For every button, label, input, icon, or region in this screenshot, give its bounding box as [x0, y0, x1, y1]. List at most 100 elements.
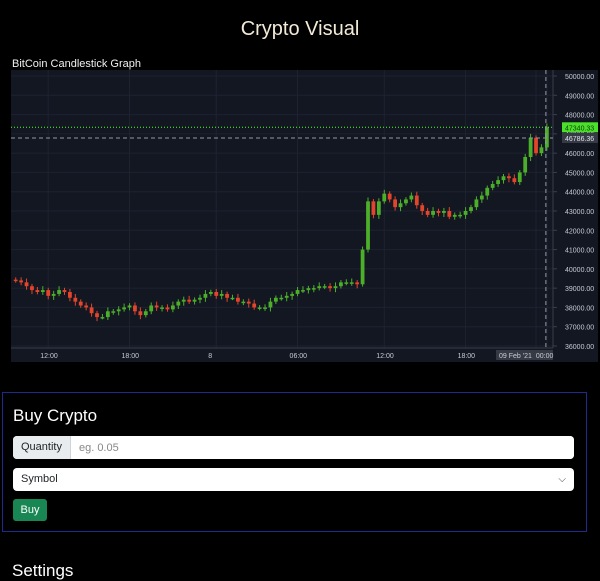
quantity-input[interactable] [70, 436, 574, 459]
symbol-select[interactable]: Symbol ⌵ [13, 468, 574, 491]
candle-body [512, 178, 517, 183]
candle-body [528, 137, 533, 157]
time-tick-label: 12:00 [376, 353, 394, 360]
price-tick-label: 49000.00 [565, 93, 594, 100]
candle-body [122, 307, 127, 310]
time-tick-label: 18:00 [458, 353, 476, 360]
time-tag [496, 350, 535, 360]
candle-body [268, 301, 273, 308]
time-tag [532, 350, 553, 360]
candle-body [311, 288, 316, 290]
candle-body [420, 205, 425, 211]
price-tick-label: 43000.00 [565, 209, 594, 216]
price-tick-label: 39000.00 [565, 286, 594, 293]
candle-body [68, 292, 72, 298]
chart-svg[interactable]: 50000.0049000.0048000.0047000.0046000.00… [11, 70, 598, 362]
crosshair-price-label: 46786.36 [565, 136, 594, 143]
candle-body [485, 187, 490, 196]
candle-body [143, 311, 148, 316]
candle-body [105, 311, 110, 318]
candle-body [219, 293, 224, 296]
buy-button[interactable]: Buy [13, 499, 47, 521]
candle-body [441, 211, 446, 213]
candle-body [479, 195, 484, 200]
candle-body [409, 195, 414, 200]
candle-body [19, 280, 24, 283]
candle-body [241, 301, 246, 304]
buy-crypto-title: Buy Crypto [13, 406, 98, 425]
candle-body [376, 201, 381, 215]
candle-body [133, 305, 137, 312]
candle-body [539, 147, 544, 154]
candle-body [111, 311, 116, 313]
candle-body [236, 297, 240, 302]
candle-body [458, 214, 463, 217]
candle-body [382, 193, 387, 202]
candlestick-chart[interactable]: 50000.0049000.0048000.0047000.0046000.00… [11, 70, 598, 362]
candle-body [284, 295, 289, 298]
candle-body [40, 290, 45, 292]
candle-body [398, 203, 403, 208]
price-tick-label: 40000.00 [565, 267, 594, 274]
crosshair-price-tag [562, 132, 598, 143]
price-tick-label: 38000.00 [565, 305, 594, 312]
candle-body [339, 282, 343, 287]
candle-body [333, 286, 338, 289]
candle-body [322, 286, 327, 288]
candle-body [436, 211, 441, 213]
time-tick-label: 00:00 [536, 353, 554, 360]
buy-crypto-card: Buy Crypto Quantity Symbol ⌵ Buy [2, 392, 587, 532]
candle-body [246, 301, 251, 304]
candle-body [534, 137, 538, 154]
candle-body [24, 282, 29, 287]
candle-body [393, 199, 398, 208]
candle-body [517, 172, 522, 183]
quantity-input-group: Quantity [13, 436, 574, 459]
candle-body [89, 307, 94, 314]
candle-body [290, 293, 295, 296]
candle-body [463, 211, 468, 215]
price-tick-label: 48000.00 [565, 113, 594, 120]
candle-body [387, 193, 392, 200]
candle-body [425, 211, 430, 215]
candle-body [46, 290, 51, 296]
price-tick-label: 37000.00 [565, 325, 594, 332]
candle-body [474, 199, 479, 208]
candle-body [165, 307, 170, 310]
candle-body [447, 211, 452, 217]
candle-body [507, 176, 511, 179]
price-tick-label: 44000.00 [565, 190, 594, 197]
time-tick-label: 06:00 [290, 353, 308, 360]
candle-body [203, 293, 208, 298]
candle-body [452, 214, 457, 217]
candle-body [257, 307, 262, 309]
candle-body [230, 297, 235, 300]
candle-body [366, 201, 370, 250]
candle-body [544, 127, 549, 148]
candle-body [496, 180, 500, 184]
candle-body [116, 309, 121, 312]
candle-body [328, 286, 332, 289]
time-tick-label: 09 Feb '21 [499, 353, 532, 360]
time-tick-label: 12:00 [40, 353, 58, 360]
candle-body [344, 282, 349, 284]
candle-body [181, 299, 186, 302]
candle-body [360, 249, 365, 285]
candle-body [100, 317, 105, 319]
candle-body [35, 290, 40, 292]
candle-body [95, 313, 99, 318]
last-price-label: 47340.33 [565, 125, 594, 132]
candle-body [62, 290, 67, 292]
candle-body [176, 301, 181, 306]
price-tick-label: 46000.00 [565, 151, 594, 158]
candle-body [469, 207, 473, 211]
candle-body [404, 199, 408, 204]
candle-body [30, 286, 34, 291]
candle-body [523, 157, 528, 173]
page-title: Crypto Visual [240, 18, 360, 40]
time-tick-label: 8 [208, 353, 212, 360]
candle-body [252, 303, 257, 308]
candle-body [149, 305, 154, 312]
time-tick-label: 18:00 [122, 353, 140, 360]
candle-body [355, 282, 360, 285]
